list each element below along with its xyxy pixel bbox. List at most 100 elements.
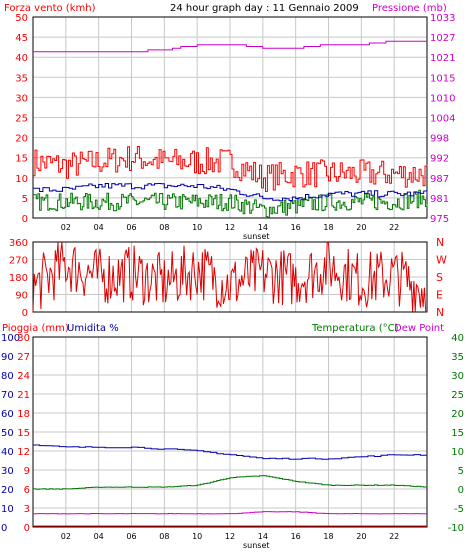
direction-y-tick: 0: [22, 308, 28, 319]
wind-y-tick: 30: [15, 93, 28, 104]
temperature-axis-label: Temperatura (°C): [311, 323, 399, 334]
direction-compass-tick: E: [436, 289, 443, 302]
x-tick-label: 18: [323, 223, 333, 232]
rain-y-tick: 27: [17, 352, 30, 363]
humidity-y-tick: 70: [1, 390, 14, 401]
humidity-y-tick: 90: [1, 352, 14, 363]
temperature-y-tick: 40: [451, 333, 464, 344]
pressure-y-tick: 992: [430, 154, 449, 165]
direction-y-tick: 180: [9, 273, 28, 284]
direction-y-tick: 270: [9, 256, 28, 267]
humidity-y-tick: 40: [1, 447, 14, 458]
x-tick-label: 18: [323, 532, 333, 541]
humidity-line: [33, 444, 428, 460]
pressure-y-tick: 1033: [430, 13, 455, 24]
x-tick-label: 02: [61, 532, 71, 541]
humidity-y-tick: 30: [1, 466, 14, 477]
sunset-label: sunset: [243, 541, 270, 550]
rain-y-tick: 15: [17, 428, 30, 439]
rain-y-tick: 30: [17, 333, 30, 344]
rain-y-tick: 18: [17, 409, 30, 420]
wind-direction-line: [32, 241, 427, 313]
wind-y-tick: 50: [15, 13, 28, 24]
x-tick-label: 08: [159, 223, 169, 232]
x-tick-label: 14: [258, 532, 268, 541]
wind-y-tick: 15: [15, 154, 28, 165]
rain-y-tick: 3: [24, 504, 30, 515]
humidity-y-tick: 50: [1, 428, 14, 439]
x-tick-label: 06: [126, 532, 136, 541]
x-tick-label: 20: [356, 223, 366, 232]
wind-avg-line: [33, 183, 428, 202]
humidity-axis-label: Umidita %: [67, 323, 119, 334]
pressure-y-tick: 998: [430, 134, 449, 145]
direction-y-tick: 90: [15, 291, 28, 302]
pressure-line: [33, 40, 427, 53]
pressure-y-tick: 1021: [430, 53, 455, 64]
temperature-y-tick: 35: [451, 352, 464, 363]
dewpoint-axis-label: Dew Point: [394, 323, 444, 334]
direction-compass-tick: N: [436, 306, 444, 319]
x-tick-label: 10: [192, 532, 202, 541]
pressure-axis-label: Pressione (mb): [372, 3, 447, 14]
humidity-y-tick: 0: [1, 523, 7, 534]
panel3-frame: [32, 336, 428, 528]
wind-y-tick: 20: [15, 134, 28, 145]
humidity-y-tick: 10: [1, 504, 14, 515]
direction-y-tick: 360: [9, 238, 28, 249]
rain-axis-label: Pioggia (mm): [2, 323, 69, 334]
panel2-frame: [32, 241, 428, 313]
wind-y-tick: 5: [22, 194, 28, 205]
temperature-y-tick: 10: [451, 447, 464, 458]
sunset-label: sunset: [243, 232, 270, 241]
x-tick-label: 12: [225, 223, 235, 232]
x-tick-label: 12: [225, 532, 235, 541]
humidity-y-tick: 100: [1, 333, 20, 344]
rain-y-tick: 21: [17, 390, 30, 401]
x-tick-label: 06: [126, 223, 136, 232]
x-tick-label: 08: [159, 532, 169, 541]
temperature-y-tick: 25: [451, 390, 464, 401]
temperature-y-tick: 0: [458, 485, 464, 496]
x-tick-label: 10: [192, 223, 202, 232]
wind-y-tick: 25: [15, 114, 28, 125]
wind-y-tick: 40: [15, 53, 28, 64]
rain-y-tick: 24: [17, 371, 30, 382]
wind-gust-line: [33, 146, 428, 192]
x-tick-label: 16: [291, 223, 301, 232]
wind-axis-label: Forza vento (kmh): [4, 3, 96, 14]
temperature-line: [33, 475, 428, 490]
x-tick-label: 04: [94, 223, 104, 232]
direction-compass-tick: N: [436, 236, 444, 249]
pressure-y-tick: 1027: [430, 33, 455, 44]
x-tick-label: 16: [291, 532, 301, 541]
dewpoint-line: [33, 511, 427, 515]
direction-compass-tick: W: [436, 254, 447, 267]
x-tick-label: 22: [389, 223, 399, 232]
wind-y-tick: 10: [15, 174, 28, 185]
rain-y-tick: 0: [24, 523, 30, 534]
x-tick-label: 20: [356, 532, 366, 541]
temperature-y-tick: -5: [454, 504, 464, 515]
graph-title: 24 hour graph day : 11 Gennaio 2009: [170, 3, 359, 14]
wind-y-tick: 0: [22, 214, 28, 225]
temperature-y-tick: 15: [451, 428, 464, 439]
x-tick-label: 02: [61, 223, 71, 232]
rain-y-tick: 12: [17, 447, 30, 458]
humidity-y-tick: 20: [1, 485, 14, 496]
pressure-y-tick: 981: [430, 194, 449, 205]
pressure-y-tick: 975: [430, 214, 449, 225]
temperature-y-tick: 20: [451, 409, 464, 420]
panel1-frame: [32, 16, 428, 219]
pressure-y-tick: 987: [430, 174, 449, 185]
temperature-y-tick: 30: [451, 371, 464, 382]
temperature-y-tick: 5: [458, 466, 464, 477]
pressure-y-tick: 1004: [430, 114, 455, 125]
rain-y-tick: 6: [24, 485, 30, 496]
x-tick-label: 04: [94, 532, 104, 541]
humidity-y-tick: 80: [1, 371, 14, 382]
x-tick-label: 22: [389, 532, 399, 541]
x-tick-label: 14: [258, 223, 268, 232]
